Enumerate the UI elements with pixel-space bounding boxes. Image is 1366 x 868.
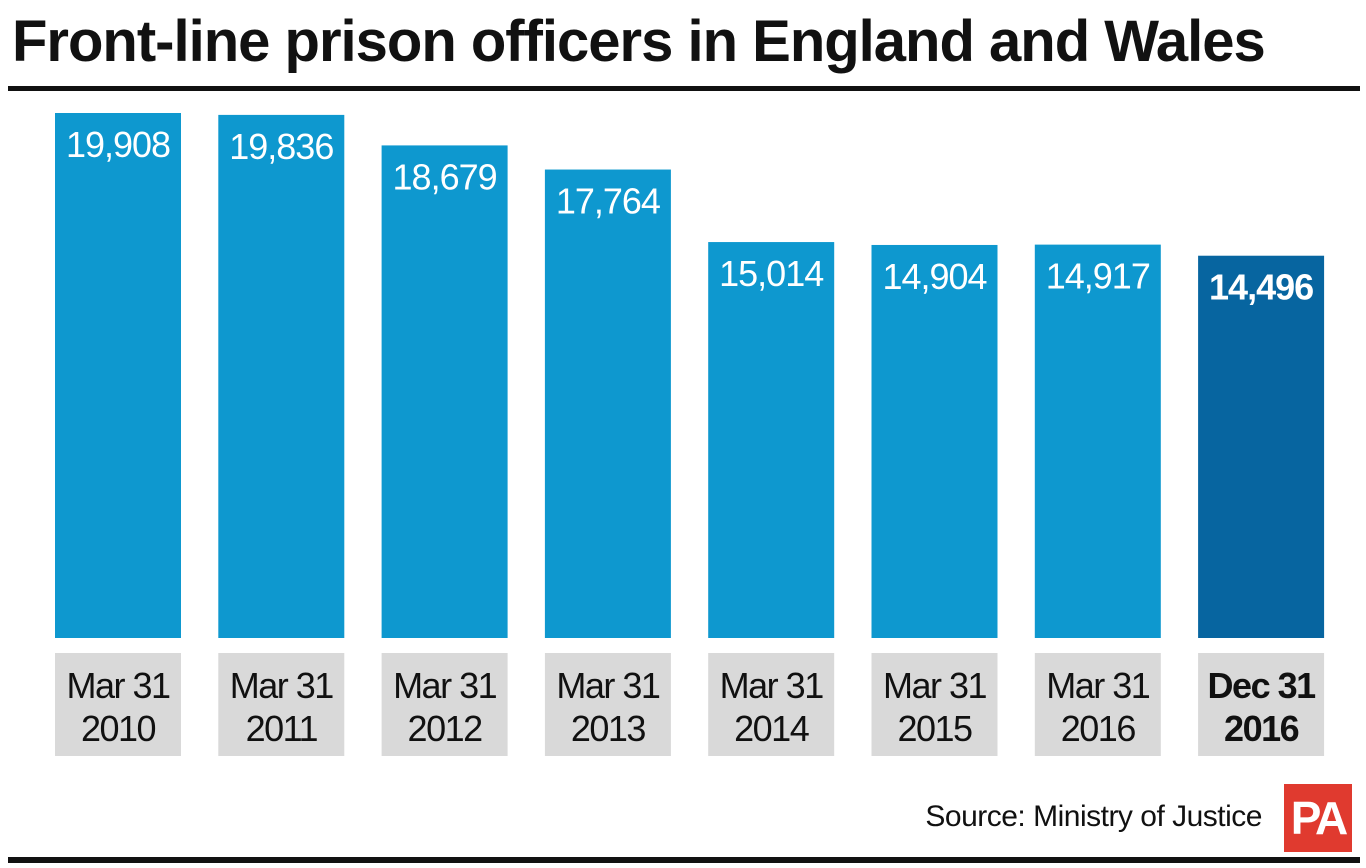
top-rule <box>8 86 1360 91</box>
source-note: Source: Ministry of Justice <box>925 800 1262 833</box>
chart-title: Front-line prison officers in England an… <box>12 9 1266 74</box>
bar-6 <box>1034 244 1161 638</box>
category-label-6-line-0: Mar 31 <box>1046 665 1150 706</box>
category-label-5-line-1: 2015 <box>897 708 972 749</box>
category-label-box-5 <box>871 653 998 756</box>
bar-value-label-6: 14,917 <box>1046 256 1150 297</box>
category-label-box-0 <box>55 653 181 756</box>
bar-value-label-5: 14,904 <box>882 256 986 297</box>
category-label-0-line-1: 2010 <box>81 708 156 749</box>
category-label-4-line-0: Mar 31 <box>720 665 824 706</box>
category-label-2-line-0: Mar 31 <box>393 665 497 706</box>
category-label-3-line-1: 2013 <box>571 708 646 749</box>
bar-4 <box>708 242 835 638</box>
category-label-box-3 <box>544 653 671 756</box>
bar-0 <box>55 113 181 638</box>
category-label-box-1 <box>218 653 345 756</box>
category-label-7-line-1: 2016 <box>1224 708 1299 749</box>
bar-2 <box>381 145 508 638</box>
bar-value-label-4: 15,014 <box>719 253 823 294</box>
bottom-rule <box>8 857 1360 863</box>
category-label-5-line-0: Mar 31 <box>883 665 987 706</box>
bar-3 <box>544 169 671 638</box>
pa-logo: PA <box>1284 784 1352 852</box>
bar-value-label-1: 19,836 <box>229 126 333 167</box>
bar-5 <box>871 244 998 638</box>
category-label-4-line-1: 2014 <box>734 708 809 749</box>
category-label-box-4 <box>708 653 835 756</box>
bar-value-label-2: 18,679 <box>393 156 497 197</box>
bar-value-label-3: 17,764 <box>556 181 660 222</box>
bar-7 <box>1198 255 1325 639</box>
category-label-box-2 <box>381 653 508 756</box>
category-label-1-line-1: 2011 <box>246 708 318 749</box>
category-label-3-line-0: Mar 31 <box>556 665 660 706</box>
bar-value-label-0: 19,908 <box>66 124 170 165</box>
category-label-7-line-0: Dec 31 <box>1208 665 1317 706</box>
category-label-1-line-0: Mar 31 <box>230 665 334 706</box>
bar-1 <box>218 114 345 638</box>
category-label-box-7 <box>1198 653 1325 756</box>
category-label-box-6 <box>1034 653 1161 756</box>
category-label-0-line-0: Mar 31 <box>66 665 170 706</box>
category-label-6-line-1: 2016 <box>1061 708 1136 749</box>
bar-value-label-7: 14,496 <box>1209 267 1313 308</box>
category-label-2-line-1: 2012 <box>408 708 483 749</box>
